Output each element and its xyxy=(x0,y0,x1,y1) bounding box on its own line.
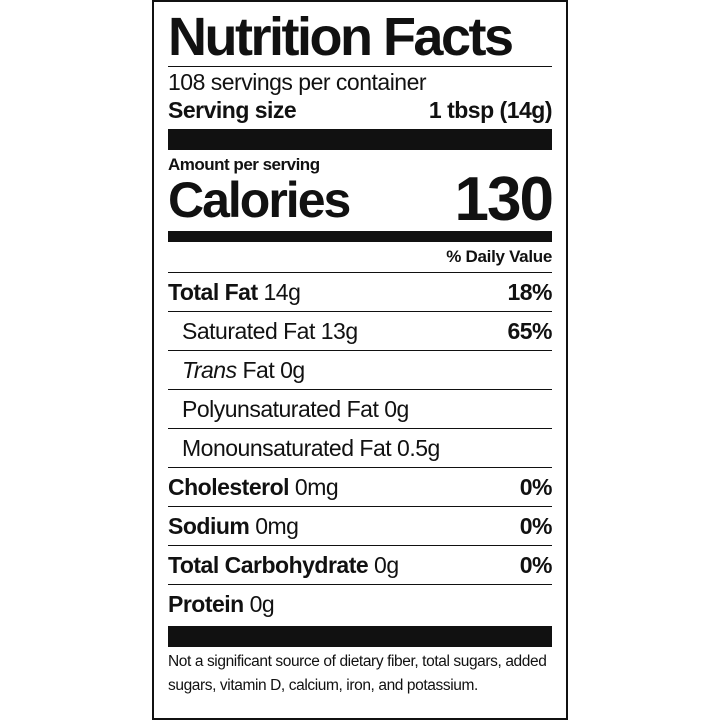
calories-value: 130 xyxy=(454,165,554,234)
nutrient-row: Protein 0g xyxy=(168,584,552,623)
nutrient-rows: Total Fat 14g 18% Saturated Fat 13g 65% Tran… xyxy=(168,273,553,623)
nutrient-name: Polyunsaturated Fat xyxy=(182,395,379,422)
nutrient: Monounsaturated Fat 0.5g xyxy=(168,435,440,462)
nutrient-row: Cholesterol 0mg 0% xyxy=(168,467,553,506)
nutrient-amount: 14g xyxy=(263,278,301,305)
divider xyxy=(168,626,552,647)
divider xyxy=(168,129,552,150)
nutrition-label: Nutrition Facts 108 servings per contain… xyxy=(152,0,568,720)
nutrient-name: Total Fat xyxy=(168,278,258,305)
amount-per-serving: Amount per serving xyxy=(168,155,320,174)
daily-value: 0% xyxy=(519,512,553,539)
nutrient-amount: 0g xyxy=(280,356,305,383)
nutrient-amount: 0mg xyxy=(255,512,299,539)
nutrient-amount: 0g xyxy=(249,590,275,617)
nutrient-row: Saturated Fat 13g 65% xyxy=(168,311,552,350)
nutrient: Total Fat 14g xyxy=(168,278,301,306)
nutrient-row: Trans Fat 0g xyxy=(168,350,552,389)
nutrient: Total Carbohydrate 0g xyxy=(168,552,399,579)
nutrient-amount: 0mg xyxy=(294,473,339,500)
daily-value-header: % Daily Value xyxy=(168,242,552,273)
nutrient: Sodium 0mg xyxy=(168,512,299,540)
nutrient-row: Polyunsaturated Fat 0g xyxy=(168,389,552,428)
nutrient-name: Saturated Fat xyxy=(182,317,315,344)
divider xyxy=(168,231,552,242)
nutrient-row: Sodium 0mg 0% xyxy=(168,506,553,545)
nutrient-name: Protein xyxy=(168,590,244,617)
nutrient: Polyunsaturated Fat 0g xyxy=(168,396,409,423)
nutrient-name: Fat xyxy=(242,356,275,383)
title: Nutrition Facts xyxy=(168,8,552,67)
footnote: Not a significant source of dietary fibe… xyxy=(168,653,547,694)
calories: Calories 130 xyxy=(168,165,554,234)
nutrient-name: Sodium xyxy=(168,512,250,539)
nutrient-amount: 0g xyxy=(374,551,399,578)
nutrient-name: Total Carbohydrate xyxy=(168,551,369,578)
calories-label: Calories xyxy=(168,172,351,228)
nutrient-amount: 0g xyxy=(384,395,409,422)
nutrient-amount: 0.5g xyxy=(397,434,440,461)
nutrient: Protein 0g xyxy=(168,590,275,618)
nutrient-row: Total Fat 14g 18% xyxy=(168,273,552,311)
nutrient-name: Monounsaturated Fat xyxy=(182,434,392,461)
nutrient-row: Monounsaturated Fat 0.5g xyxy=(168,428,552,467)
nutrient-name-italic: Trans xyxy=(182,356,237,383)
servings: 108 servings per container xyxy=(168,69,427,95)
nutrient: Cholesterol 0mg xyxy=(168,473,339,501)
daily-value: 18% xyxy=(507,278,552,305)
serving-size-label: Serving size xyxy=(168,97,297,123)
daily-value: 0% xyxy=(519,551,553,578)
nutrient-row: Total Carbohydrate 0g 0% xyxy=(168,545,553,584)
daily-value: 0% xyxy=(519,473,553,500)
serving-size-value: 1 tbsp (14g) xyxy=(428,97,553,123)
nutrient-name: Cholesterol xyxy=(168,473,290,500)
nutrient-amount: 13g xyxy=(320,317,358,344)
nutrient: Saturated Fat 13g xyxy=(168,318,358,345)
serving-size: Serving size 1 tbsp (14g) xyxy=(168,96,553,124)
nutrient: Trans Fat 0g xyxy=(168,357,305,384)
daily-value: 65% xyxy=(507,317,552,344)
